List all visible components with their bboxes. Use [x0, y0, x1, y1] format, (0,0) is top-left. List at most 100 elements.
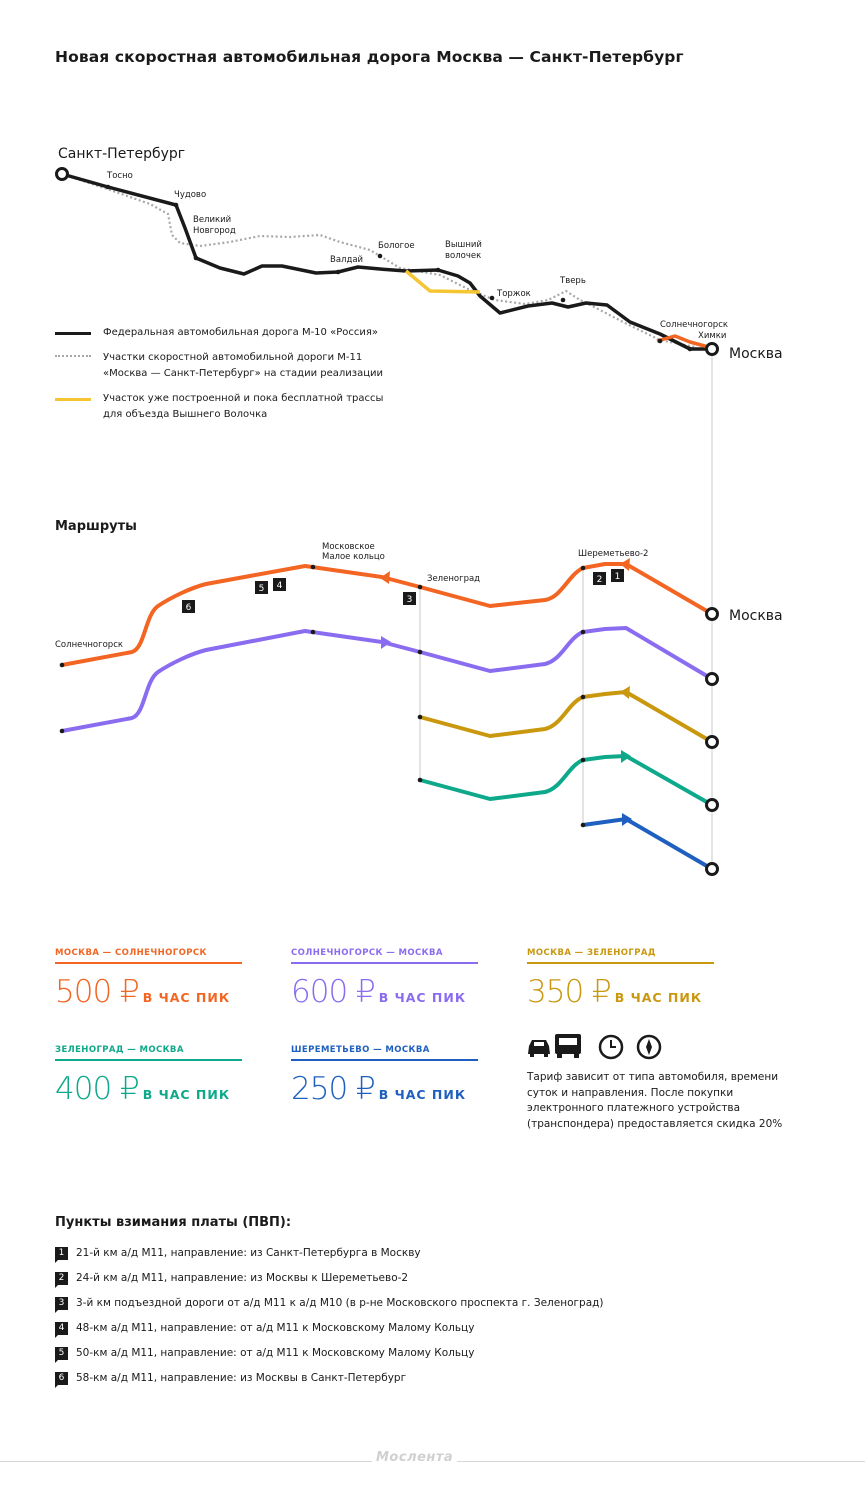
price-value: 250 ₽ [291, 1071, 376, 1107]
route-purple-zel [417, 649, 423, 655]
legend-swatch-bypass [55, 398, 91, 401]
svg-text:3: 3 [407, 595, 413, 605]
price-underline [291, 962, 478, 964]
pvp-item: 6 58-км а/д М11, направление: из Москвы в… [55, 1370, 407, 1388]
spb-label: Санкт-Петербург [58, 146, 185, 162]
route-mmk-label-1: Московское [322, 542, 375, 552]
price-value: 600 ₽ [291, 974, 376, 1010]
price-value: 400 ₽ [55, 1071, 140, 1107]
route-moscow-label: Москва [729, 608, 783, 624]
volochek-label-1: Вышний [445, 240, 482, 250]
route-solnech-label: Солнечногорск [55, 640, 123, 650]
khimki-label: Химки [698, 331, 726, 341]
route-mmk-label-2: Малое кольцо [322, 552, 385, 562]
spb-node [55, 167, 69, 181]
chudovo-label: Чудово [174, 190, 206, 200]
pvp-num: 1 [55, 1246, 68, 1263]
price-zelenograd-moscow: ЗЕЛЕНОГРАД — МОСКВА 400 ₽ В ЧАС ПИК [55, 1045, 245, 1107]
price-peak: В ЧАС ПИК [142, 1087, 231, 1102]
svg-text:5: 5 [259, 584, 265, 594]
m11-moscow-line [656, 334, 713, 350]
tosno-dot [105, 184, 111, 190]
arrow-blue [622, 813, 632, 826]
route-solnech-dot [59, 662, 65, 668]
legend-bypass-2: для объезда Вышнего Волочка [103, 409, 268, 420]
route-orange-line [61, 562, 714, 667]
price-sheremetyevo-moscow: ШЕРЕМЕТЬЕВО — МОСКВА 250 ₽ В ЧАС ПИК [291, 1045, 481, 1107]
svg-text:4: 4 [277, 581, 283, 591]
price-value: 500 ₽ [55, 974, 140, 1010]
moscow-label: Москва [729, 346, 783, 362]
car-icon [528, 1040, 550, 1057]
pvp-text: 21-й км а/д М11, направление: из Санкт-П… [76, 1247, 421, 1259]
tariff-text: Тариф зависит от типа автомобиля, времен… [527, 1071, 783, 1130]
pvp-text: 50-км а/д М11, направление: от а/д М11 к… [76, 1347, 475, 1359]
toll-marker-5: 5 [255, 581, 268, 594]
novgorod-label-1: Великий [193, 215, 231, 225]
price-route-label: МОСКВА — СОЛНЕЧНОГОРСК [55, 948, 207, 958]
price-peak: В ЧАС ПИК [378, 990, 467, 1005]
moscow-node-purple [705, 672, 719, 686]
price-route-label: ШЕРЕМЕТЬЕВО — МОСКВА [291, 1045, 430, 1055]
route-teal-sher [580, 757, 586, 763]
arrow-orange-sher [620, 558, 630, 571]
route-sher-dot [580, 565, 586, 571]
svg-text:6: 6 [186, 603, 192, 613]
truck-icon [555, 1034, 581, 1058]
arrow-purple [381, 636, 391, 649]
footer-logo: Мослента [372, 1450, 458, 1465]
price-moscow-zelenograd: МОСКВА — ЗЕЛЕНОГРАД 350 ₽ В ЧАС ПИК [527, 948, 717, 1010]
route-mmk-dot [310, 564, 316, 570]
route-gold-line [419, 690, 714, 744]
route-gold-sher [580, 694, 586, 700]
pvp-item: 2 24-й км а/д М11, направление: из Москвы… [55, 1270, 408, 1288]
legend-m11-2: «Москва — Санкт-Петербург» на стадии реа… [103, 368, 384, 379]
moscow-node-gold [705, 735, 719, 749]
price-moscow-solnech: МОСКВА — СОЛНЕЧНОГОРСК 500 ₽ В ЧАС ПИК [55, 948, 245, 1010]
price-route-label: МОСКВА — ЗЕЛЕНОГРАД [527, 948, 656, 958]
compass-icon [636, 1034, 662, 1060]
route-gold-zel [417, 714, 423, 720]
route-teal-zel [417, 777, 423, 783]
toll-marker-4: 4 [273, 578, 286, 591]
pvp-text: 58-км а/д М11, направление: из Москвы в … [76, 1372, 407, 1384]
pvp-num: 6 [55, 1371, 68, 1388]
valday-dot [335, 269, 341, 275]
tver-label: Тверь [559, 276, 586, 286]
price-value: 350 ₽ [527, 974, 612, 1010]
tosno-label: Тосно [106, 171, 133, 181]
legend-swatch-m10 [55, 332, 91, 335]
novgorod-dot [193, 255, 199, 261]
price-route-label: СОЛНЕЧНОГОРСК — МОСКВА [291, 948, 443, 958]
chudovo-dot [173, 202, 179, 208]
arrow-orange-mmk [380, 571, 390, 584]
torzhok-dot [489, 295, 495, 301]
route-teal-line [419, 754, 713, 807]
khimki-dot [687, 346, 693, 352]
solnech-label: Солнечногорск [660, 320, 728, 330]
moscow-node-blue [705, 862, 719, 876]
pvp-item: 4 48-км а/д М11, направление: от а/д М11 … [55, 1320, 474, 1338]
legend-m10: Федеральная автомобильная дорога М-10 «Р… [103, 327, 378, 338]
routes-heading: Маршруты [55, 519, 137, 534]
pvp-item: 1 21-й км а/д М11, направление: из Санкт-… [55, 1245, 421, 1263]
price-solnech-moscow: СОЛНЕЧНОГОРСК — МОСКВА 600 ₽ В ЧАС ПИК [291, 948, 481, 1010]
route-purple-start [59, 728, 65, 734]
toll-marker-1: 1 [611, 569, 624, 582]
price-underline [527, 962, 714, 964]
torzhok-label: Торжок [496, 289, 531, 299]
pvp-text: 3-й км подъездной дороги от а/д М11 к а/… [76, 1297, 604, 1309]
svg-text:1: 1 [615, 572, 621, 582]
price-underline [291, 1059, 478, 1061]
price-underline [55, 962, 242, 964]
bypass-line [404, 269, 481, 294]
price-underline [55, 1059, 242, 1061]
bologoe-label: Бологое [378, 241, 415, 251]
route-purple-sher [580, 629, 586, 635]
solnech-dot [657, 338, 663, 344]
pvp-num: 2 [55, 1271, 68, 1288]
price-peak: В ЧАС ПИК [142, 990, 231, 1005]
tver-dot [560, 297, 566, 303]
novgorod-label-2: Новгород [193, 226, 236, 236]
m10-line [61, 172, 712, 351]
